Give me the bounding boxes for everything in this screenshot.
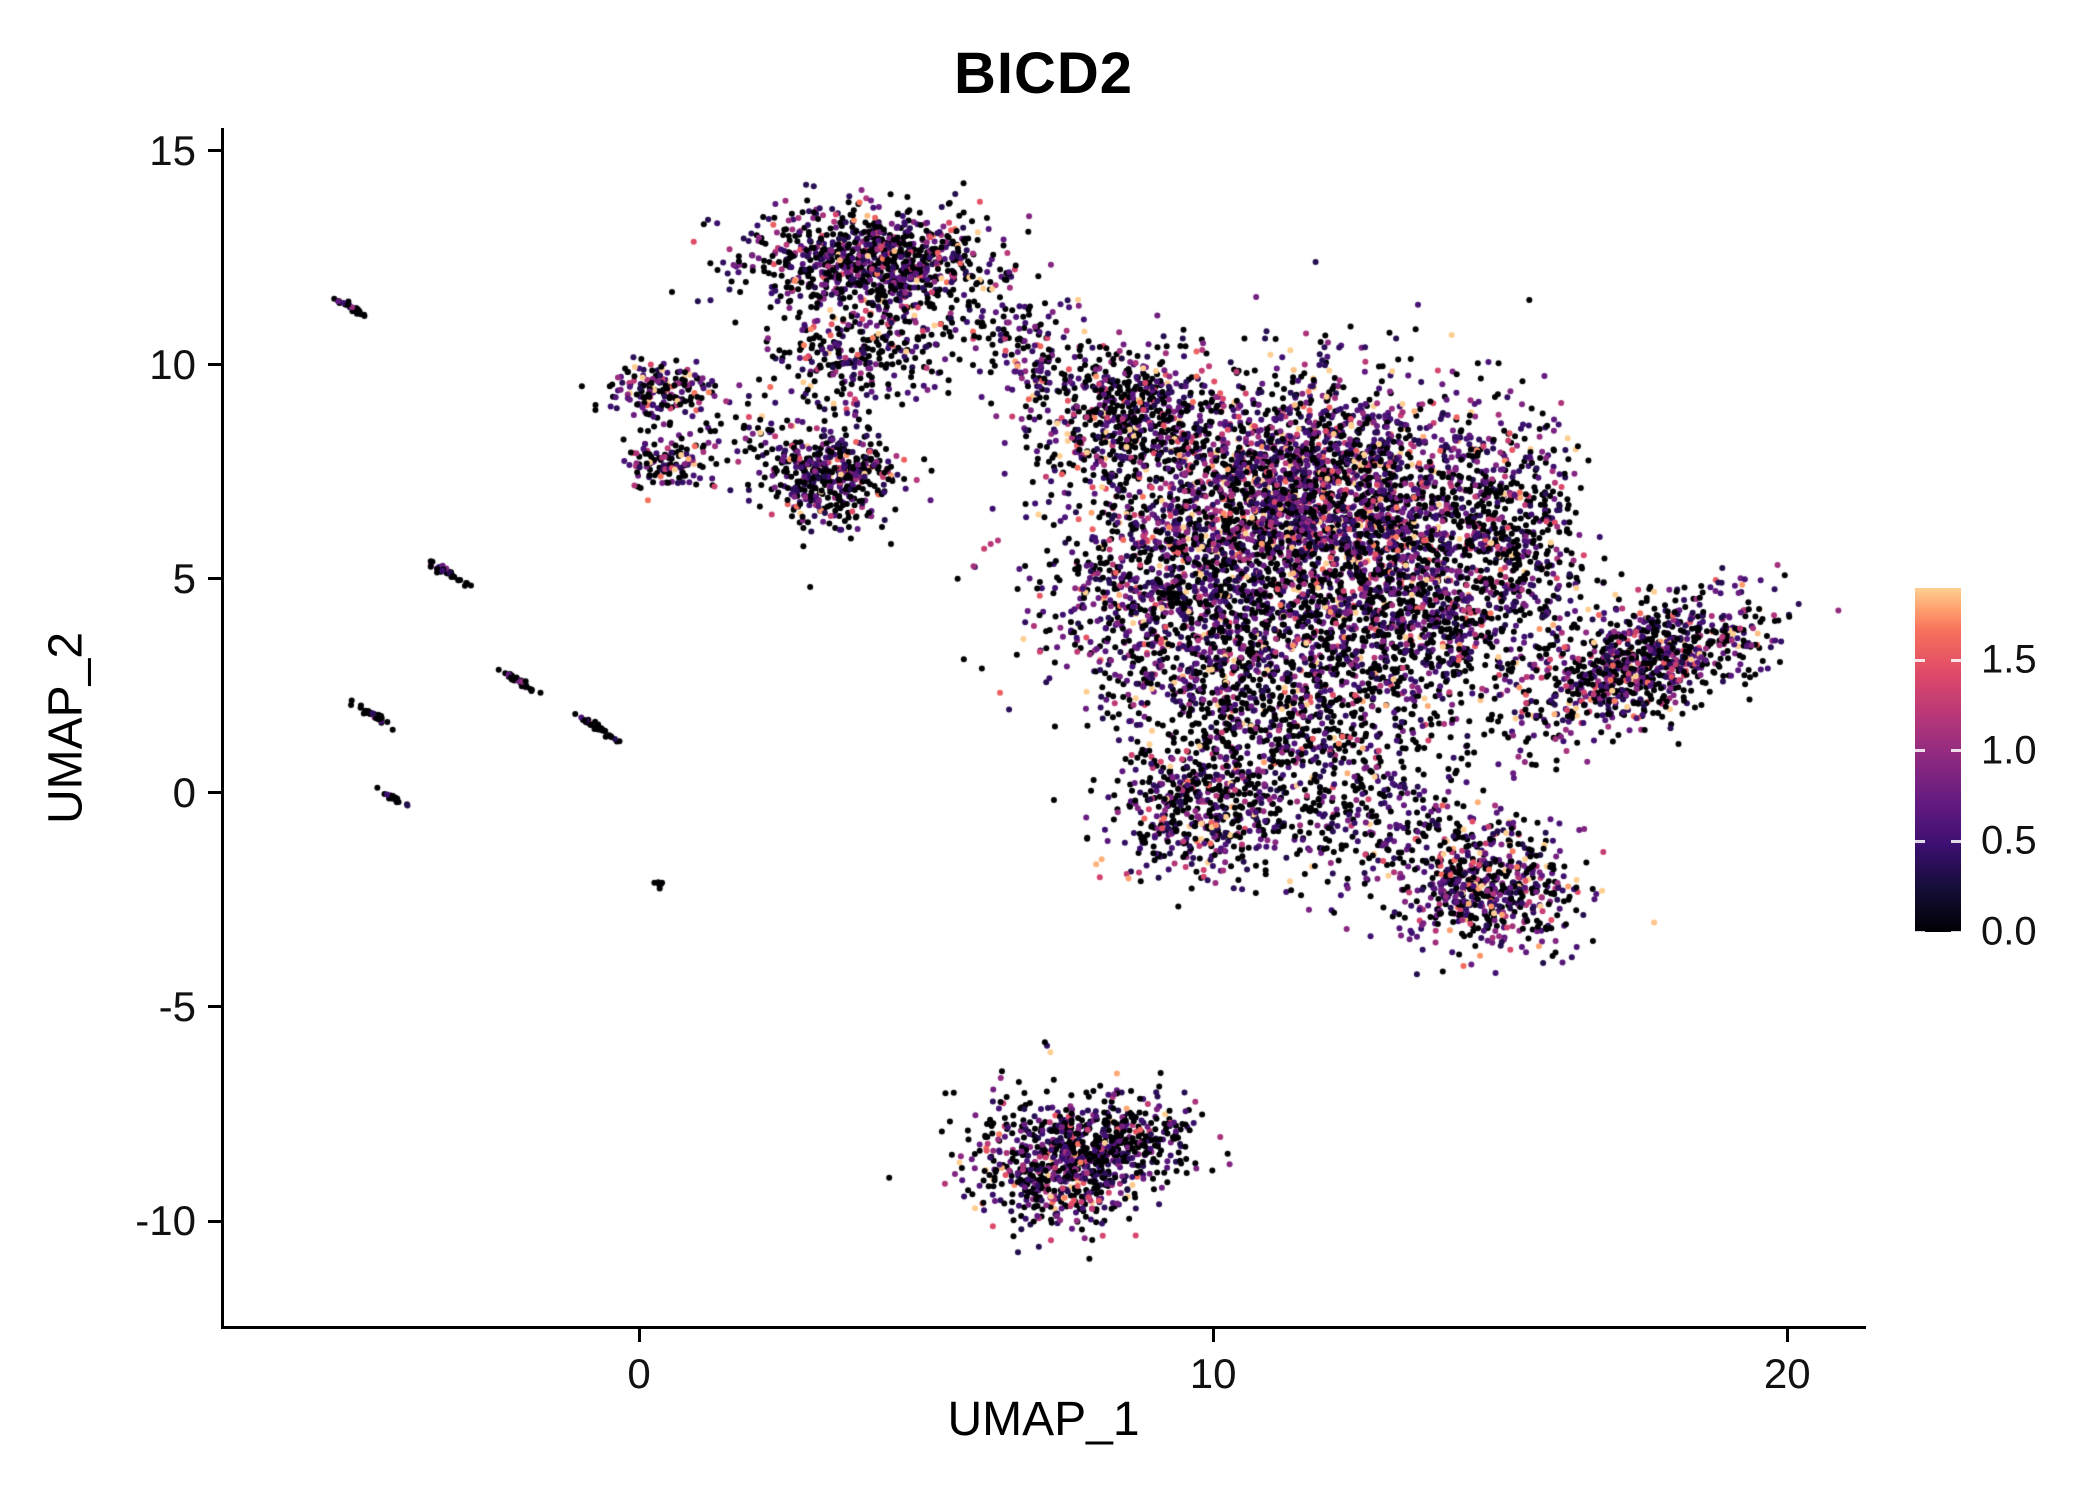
- colorbar-tick-mark: [1915, 839, 1925, 843]
- colorbar-tick-mark: [1915, 658, 1925, 662]
- x-axis-label: UMAP_1: [947, 1393, 1140, 1446]
- x-tick-mark: [1785, 1329, 1789, 1342]
- colorbar-tick-label: 0.0: [1981, 909, 2037, 954]
- colorbar-tick-mark: [1915, 930, 1925, 934]
- y-tick-label: 0: [172, 768, 196, 816]
- y-tick-mark: [208, 1219, 221, 1223]
- colorbar-tick-mark: [1951, 658, 1961, 662]
- x-tick-mark: [637, 1329, 641, 1342]
- x-axis-line: [221, 1326, 1866, 1329]
- colorbar-tick-label: 1.0: [1981, 728, 2037, 773]
- colorbar-tick-label: 0.5: [1981, 818, 2037, 863]
- y-tick-label: 10: [149, 340, 196, 388]
- y-axis-line: [221, 128, 224, 1329]
- y-tick-label: 5: [172, 554, 196, 602]
- x-tick-label: 0: [627, 1350, 651, 1397]
- colorbar-tick-label: 1.5: [1981, 637, 2037, 682]
- y-tick-label: -10: [135, 1197, 196, 1245]
- x-tick-mark: [1211, 1329, 1215, 1342]
- colorbar-tick-mark: [1951, 839, 1961, 843]
- y-tick-label: -5: [158, 982, 196, 1030]
- y-tick-label: 15: [149, 126, 196, 174]
- x-tick-label: 20: [1763, 1350, 1811, 1397]
- y-tick-mark: [208, 791, 221, 795]
- colorbar-gradient: [1915, 588, 1961, 932]
- colorbar-tick-mark: [1951, 749, 1961, 753]
- y-tick-mark: [208, 149, 221, 153]
- y-tick-mark: [208, 363, 221, 367]
- x-tick-label: 10: [1189, 1350, 1237, 1397]
- colorbar-tick-mark: [1951, 930, 1961, 934]
- plot-title: BICD2: [953, 41, 1134, 106]
- y-tick-mark: [208, 577, 221, 581]
- colorbar-tick-mark: [1915, 749, 1925, 753]
- y-tick-mark: [208, 1005, 221, 1009]
